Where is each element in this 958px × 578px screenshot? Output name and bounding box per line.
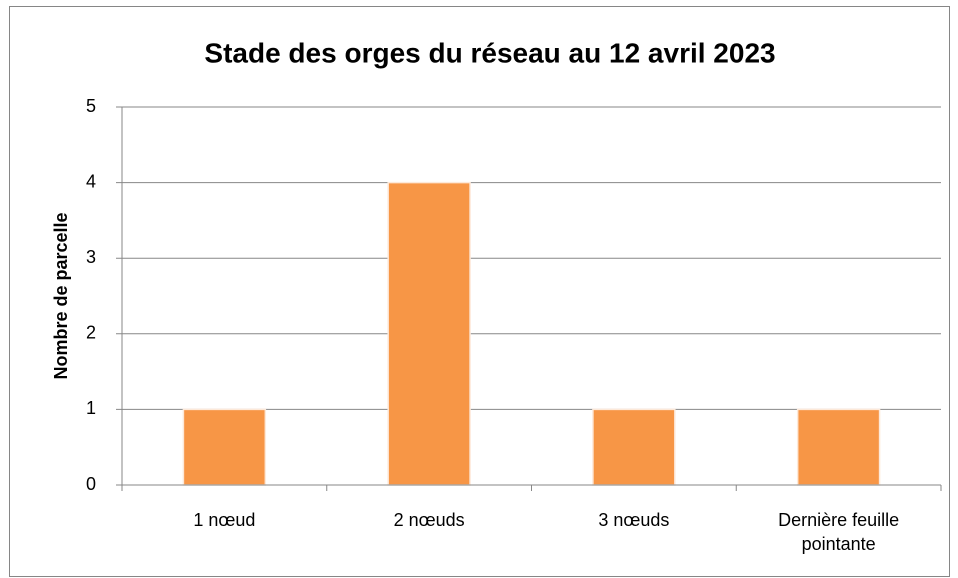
chart-border xyxy=(9,6,950,577)
y-tick-label: 5 xyxy=(86,96,96,116)
y-tick-label: 0 xyxy=(86,474,96,494)
bar xyxy=(182,408,267,486)
y-tick-label: 2 xyxy=(86,323,96,343)
x-tick-label: 2 nœuds xyxy=(393,510,465,530)
bar xyxy=(796,408,881,486)
y-tick-label: 4 xyxy=(86,171,96,191)
x-tick-label: Dernière feuille pointante xyxy=(778,510,900,554)
y-tick-label: 3 xyxy=(86,247,96,267)
bar xyxy=(592,408,676,486)
chart-title: Stade des orges du réseau au 12 avril 20… xyxy=(204,37,775,68)
y-tick-label: 1 xyxy=(86,398,96,418)
x-tick-label: 1 nœud xyxy=(193,510,256,530)
y-axis-label: Nombre de parcelle xyxy=(51,212,71,379)
x-tick-label: 3 nœuds xyxy=(598,510,670,530)
bar xyxy=(387,181,471,486)
